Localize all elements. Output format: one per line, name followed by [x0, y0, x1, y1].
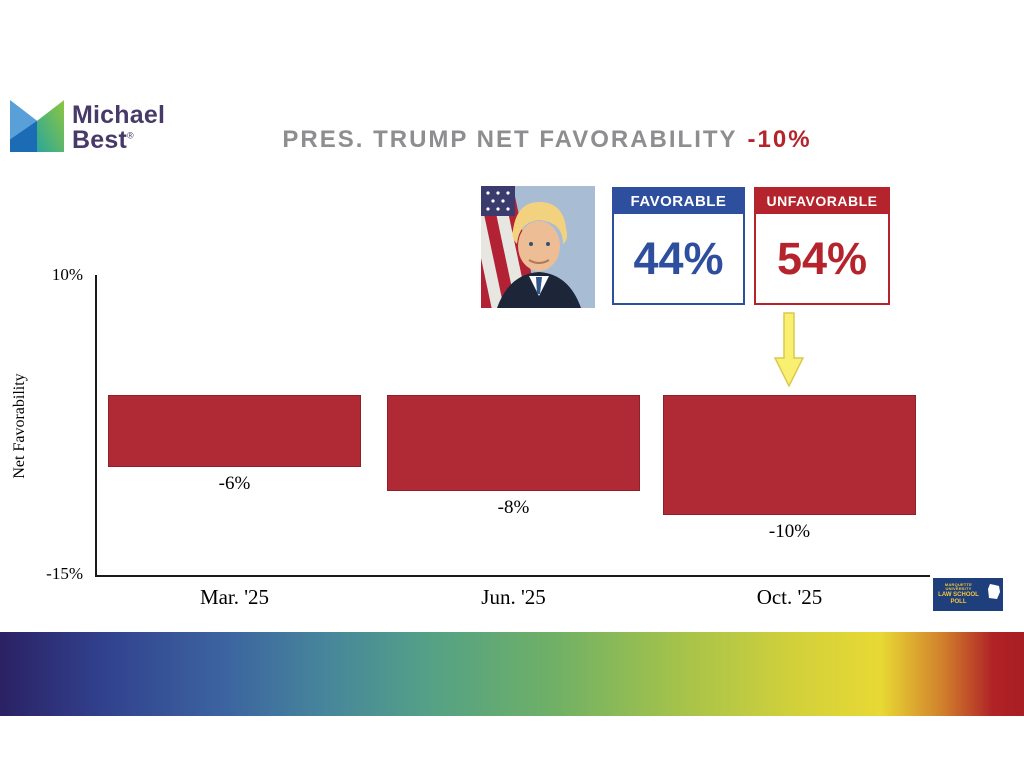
bar-value-label: -10%	[768, 521, 811, 542]
marquette-logo-text: MARQUETTE UNIVERSITY LAW SCHOOL POLL	[935, 581, 982, 607]
trump-photo	[481, 186, 595, 308]
net-favorability-chart: -6% Mar. '25 -8% Jun. '25 -10% Oct. '25	[95, 275, 930, 620]
x-tick-oct-25: Oct. '25	[756, 585, 823, 609]
y-axis-title: Net Favorability	[11, 373, 28, 479]
marquette-logo-line2: LAW SCHOOL POLL	[938, 592, 979, 606]
title-main: PRES. TRUMP NET FAVORABILITY	[282, 126, 738, 153]
registered-mark: ®	[127, 130, 134, 141]
favorable-header: FAVORABLE	[614, 189, 743, 214]
bar-group-mar-25: -6% Mar. '25	[108, 275, 361, 620]
marquette-logo-line1: MARQUETTE UNIVERSITY	[944, 581, 973, 592]
michael-best-wordmark: Michael Best®	[72, 101, 166, 154]
bar-jun-25	[387, 395, 640, 491]
bar-oct-25	[663, 395, 916, 515]
unfavorable-header: UNFAVORABLE	[756, 189, 888, 214]
x-axis-line	[95, 575, 930, 577]
x-tick-jun-25: Jun. '25	[481, 585, 546, 609]
bar-group-oct-25: -10% Oct. '25	[663, 275, 916, 620]
bar-value-label: -8%	[497, 497, 530, 518]
marquette-law-school-poll-logo: MARQUETTE UNIVERSITY LAW SCHOOL POLL	[933, 578, 1003, 611]
wisconsin-state-icon	[985, 583, 1001, 606]
down-arrow-icon	[771, 312, 807, 395]
michael-best-logo-icon	[10, 98, 64, 157]
unfavorable-box: UNFAVORABLE 54%	[754, 187, 890, 305]
title-highlight: -10%	[747, 126, 812, 153]
michael-best-logo: Michael Best®	[10, 98, 165, 157]
favorable-box: FAVORABLE 44%	[612, 187, 745, 305]
brand-line2: Best	[72, 125, 127, 154]
y-tick-top: 10%	[51, 265, 83, 284]
page-title: PRES. TRUMP NET FAVORABILITY -10%	[0, 126, 1024, 154]
y-tick-bottom: -15%	[46, 564, 83, 583]
footer-gradient-bar	[0, 632, 1024, 716]
favorable-value: 44%	[633, 232, 724, 284]
bar-value-label: -6%	[218, 473, 251, 494]
bar-mar-25	[108, 395, 361, 467]
y-axis-line	[95, 275, 97, 577]
bar-group-jun-25: -8% Jun. '25	[387, 275, 640, 620]
unfavorable-value: 54%	[776, 232, 868, 284]
brand-line1: Michael	[72, 101, 166, 129]
x-tick-mar-25: Mar. '25	[199, 585, 270, 609]
